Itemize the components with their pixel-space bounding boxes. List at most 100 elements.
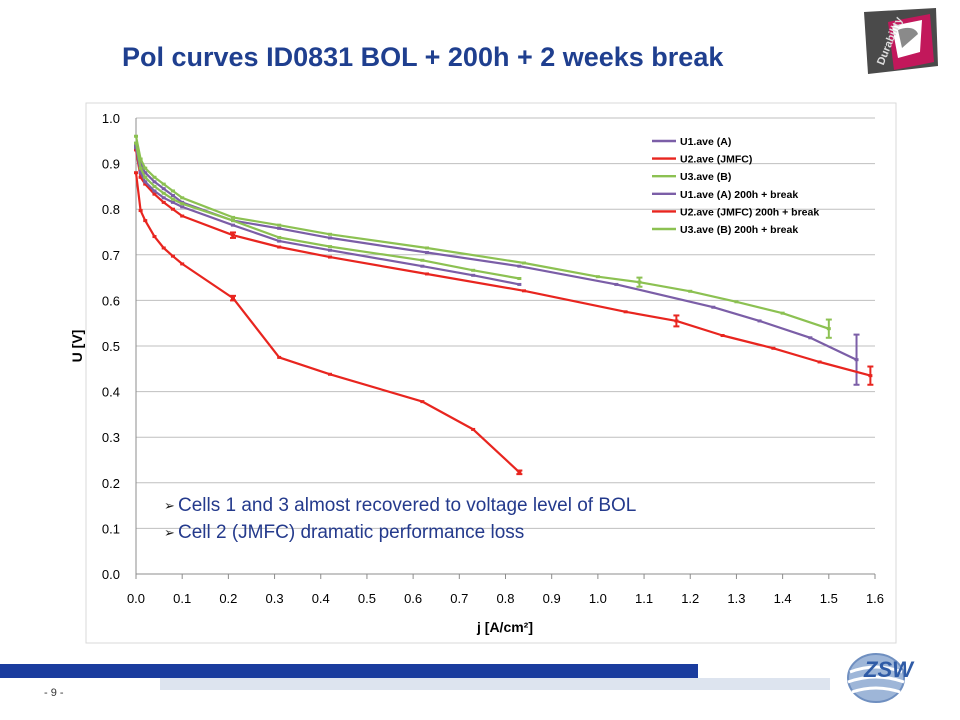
legend-label: U2.ave (JMFC): [680, 154, 752, 166]
data-point: [170, 189, 175, 193]
legend-label: U3.ave (B): [680, 171, 731, 183]
data-point: [161, 187, 166, 191]
legend: U1.ave (A) U2.ave (JMFC) U3.ave (B) U1.ave …: [652, 136, 819, 236]
y-tick-label: 0.1: [102, 521, 120, 536]
data-point: [424, 272, 429, 276]
series-group: [134, 171, 523, 476]
y-tick-label: 1.0: [102, 111, 120, 126]
x-tick-label: 0.2: [219, 591, 237, 606]
arrow-bullet-icon: ➢: [164, 525, 175, 540]
data-point: [143, 171, 148, 175]
data-point: [817, 360, 822, 364]
x-tick-label: 1.5: [820, 591, 838, 606]
data-point: [152, 189, 157, 193]
data-point: [180, 202, 185, 206]
y-tick-label: 0.6: [102, 293, 120, 308]
data-point: [134, 134, 138, 138]
x-tick-label: 0.1: [173, 591, 191, 606]
data-point: [161, 191, 166, 195]
x-tick-label: 0.5: [358, 591, 376, 606]
x-tick-label: 1.1: [635, 591, 653, 606]
data-point: [595, 275, 600, 279]
x-tick-label: 1.2: [681, 591, 699, 606]
x-axis-label: j [A/cm²]: [476, 619, 533, 635]
data-point: [143, 219, 148, 223]
data-point: [170, 207, 175, 211]
y-tick-label: 0.5: [102, 339, 120, 354]
series-layer: [134, 134, 874, 476]
data-point: [230, 223, 235, 227]
data-point: [623, 310, 628, 314]
page-number: - 9 -: [44, 687, 64, 699]
y-tick-label: 0.2: [102, 476, 120, 491]
data-point: [420, 400, 425, 404]
x-tick-label: 1.0: [589, 591, 607, 606]
slide-title: Pol curves ID0831 BOL + 200h + 2 weeks b…: [122, 42, 724, 72]
legend-label: U1.ave (A) 200h + break: [680, 189, 798, 201]
footer-bar: [0, 664, 698, 678]
data-point: [327, 372, 332, 376]
data-point: [521, 261, 526, 265]
data-point: [277, 235, 282, 239]
data-point: [327, 245, 332, 249]
data-point: [230, 215, 235, 219]
y-axis-label: U [V]: [69, 330, 85, 363]
data-point: [138, 171, 143, 175]
series-group: [134, 146, 522, 286]
series-line: [134, 145, 857, 361]
y-tick-label: 0.0: [102, 567, 120, 582]
data-point: [327, 232, 332, 236]
series-line: [134, 172, 521, 474]
legend-label: U1.ave (A): [680, 136, 731, 148]
data-point: [161, 246, 166, 250]
zsw-logo: ZSW: [847, 653, 915, 703]
series-group: [134, 148, 874, 386]
bullet-item: ➢ Cell 2 (JMFC) dramatic performance loss: [164, 519, 636, 546]
data-point: [143, 175, 148, 179]
data-point: [143, 166, 148, 170]
bullet-list: ➢ Cells 1 and 3 almost recovered to volta…: [164, 492, 636, 546]
data-point: [424, 246, 429, 250]
data-point: [277, 245, 282, 249]
data-point: [143, 182, 148, 186]
series-group: [134, 141, 522, 281]
data-point: [230, 219, 235, 223]
y-tick-label: 0.7: [102, 248, 120, 263]
series-group: [134, 143, 860, 386]
data-point: [757, 319, 762, 323]
data-point: [420, 264, 425, 268]
bullet-text: Cells 1 and 3 almost recovered to voltag…: [178, 495, 637, 516]
x-tick-label: 0.0: [127, 591, 145, 606]
axis-layer: 0.0 0.1 0.2 0.3 0.4 0.5 0.6 0.7 0.8 0.9 1.0 0.0 0.1 0…: [102, 111, 884, 606]
data-point: [152, 180, 157, 184]
data-point: [471, 427, 476, 431]
data-point: [808, 336, 813, 340]
data-point: [152, 175, 157, 179]
x-tick-label: 0.9: [543, 591, 561, 606]
legend-label: U2.ave (JMFC) 200h + break: [680, 206, 819, 218]
data-point: [170, 194, 175, 198]
data-point: [277, 223, 282, 227]
x-tick-label: 0.8: [496, 591, 514, 606]
data-point: [614, 282, 619, 286]
data-point: [327, 236, 332, 240]
x-tick-label: 1.6: [866, 591, 884, 606]
data-point: [152, 192, 157, 196]
data-point: [771, 346, 776, 350]
data-point: [688, 289, 693, 293]
data-point: [180, 205, 185, 209]
data-point: [170, 254, 175, 258]
y-tick-label: 0.9: [102, 157, 120, 172]
data-point: [471, 268, 476, 272]
data-point: [517, 264, 522, 268]
x-tick-label: 1.4: [774, 591, 792, 606]
bullet-item: ➢ Cells 1 and 3 almost recovered to volta…: [164, 492, 636, 519]
zsw-logo-text: ZSW: [863, 657, 915, 682]
data-point: [277, 226, 282, 230]
series-group: [134, 134, 832, 339]
data-point: [517, 282, 522, 286]
data-point: [138, 175, 143, 179]
grid-layer: [136, 117, 875, 575]
data-point: [420, 258, 425, 262]
